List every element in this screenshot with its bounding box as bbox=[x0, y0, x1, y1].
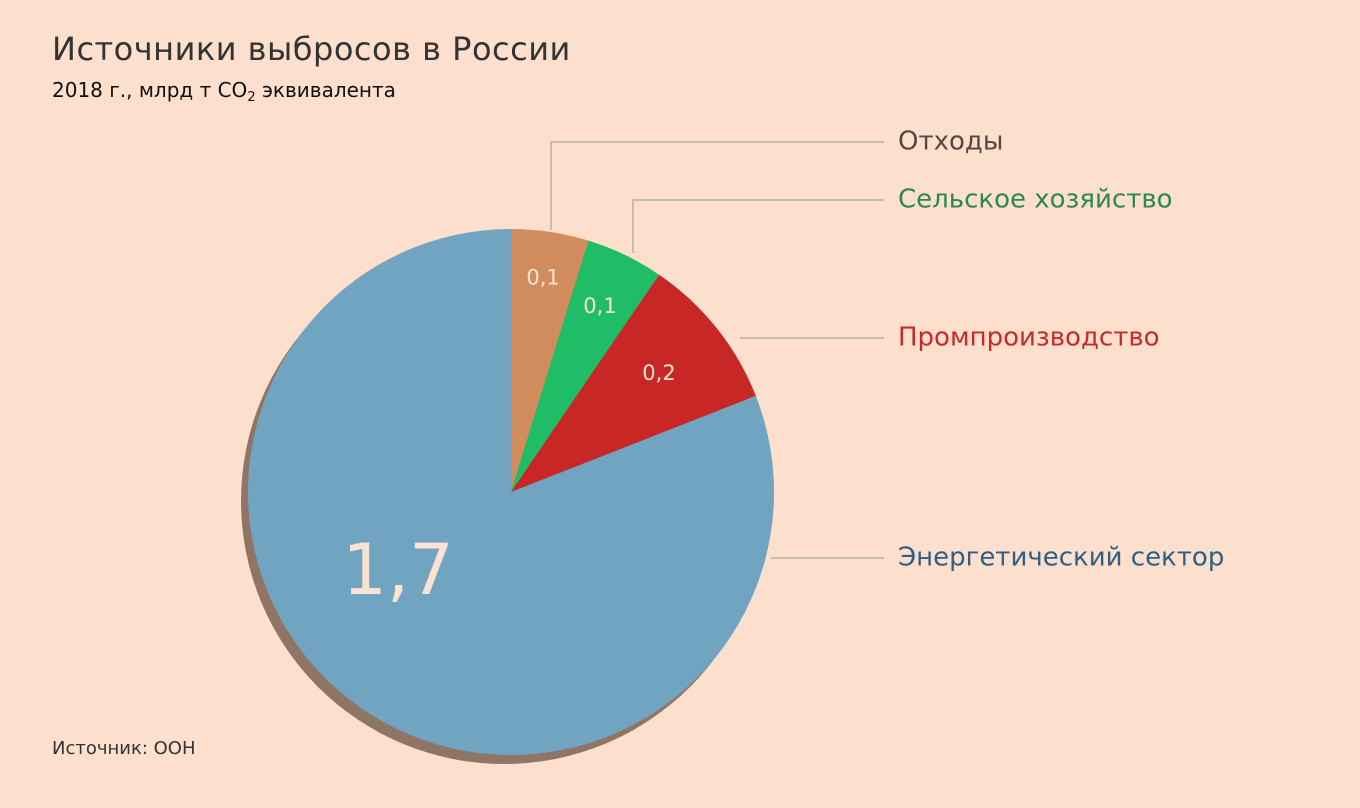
category-label: Сельское хозяйство bbox=[898, 185, 1173, 215]
pie-slice-4 bbox=[247, 229, 774, 755]
subtitle-prefix: 2018 г., млрд т CO bbox=[52, 78, 248, 102]
category-label: Энергетический сектор bbox=[898, 543, 1224, 573]
category-label: Отходы bbox=[898, 127, 1003, 157]
slice-value-label: 0,1 bbox=[526, 266, 559, 290]
leader-line bbox=[550, 141, 884, 230]
slice-value-label: 0,1 bbox=[583, 294, 616, 318]
subtitle-suffix: эквивалента bbox=[255, 78, 396, 102]
slice-value-label: 1,7 bbox=[342, 529, 453, 611]
pie-slice-3 bbox=[511, 274, 756, 492]
leader-line bbox=[632, 199, 884, 253]
subtitle-subscript: 2 bbox=[247, 90, 256, 105]
pie-slice-2 bbox=[511, 240, 660, 492]
slice-value-label: 0,2 bbox=[642, 361, 675, 385]
chart-subtitle: 2018 г., млрд т CO2 эквивалента bbox=[52, 78, 396, 105]
chart-title: Источники выбросов в России bbox=[52, 30, 571, 68]
category-label: Промпроизводство bbox=[898, 323, 1160, 353]
pie-slice-1 bbox=[511, 228, 589, 492]
source-note: Источник: ООН bbox=[52, 738, 196, 759]
